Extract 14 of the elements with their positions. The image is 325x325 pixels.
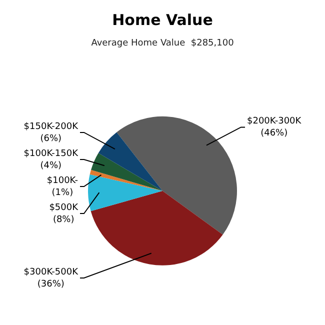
- data-label: (6%): [40, 134, 62, 144]
- data-label: (36%): [37, 279, 64, 290]
- data-label: (1%): [52, 188, 74, 198]
- chart-title: Home Value: [112, 10, 213, 29]
- slice-label: $300K-500K: [24, 267, 80, 278]
- slice-label: $150K-200K: [24, 122, 80, 132]
- slice-label: $500K: [49, 202, 80, 213]
- data-label: (46%): [260, 128, 288, 139]
- data-label: (8%): [52, 214, 74, 225]
- slice-label: $100K-: [46, 176, 78, 186]
- chart-subtitle: Average Home Value $285,100: [91, 38, 234, 49]
- slice-label: $200K-300K: [246, 116, 302, 127]
- slice-label: $100K-150K: [24, 148, 80, 159]
- data-label: (4%): [40, 160, 62, 171]
